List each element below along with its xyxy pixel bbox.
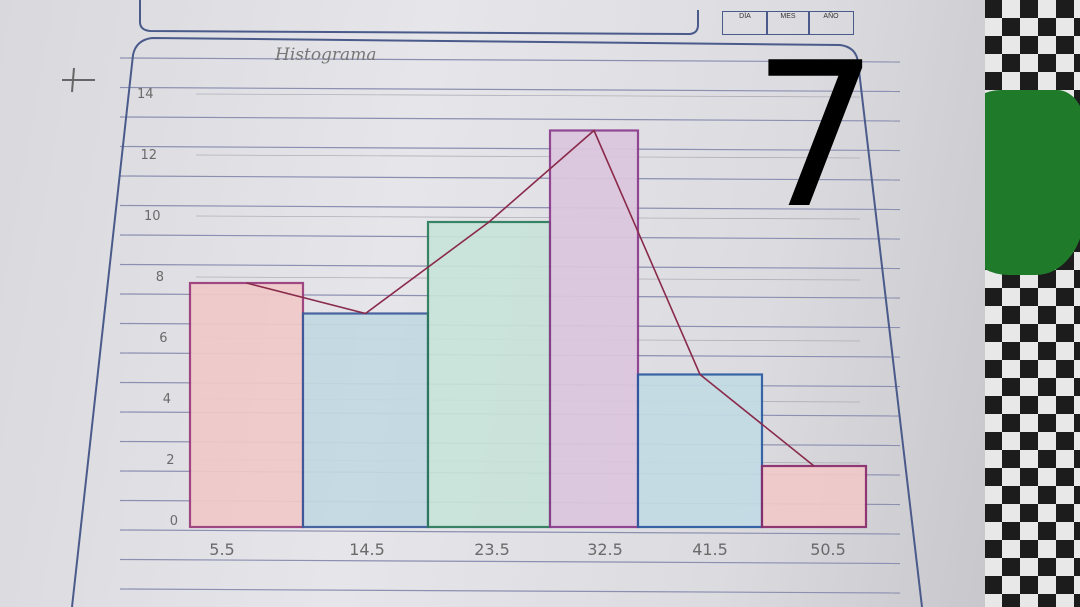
histogram-bar <box>636 373 764 529</box>
ruled-line <box>119 57 901 63</box>
frequency-polygon <box>246 129 815 467</box>
ruled-line <box>119 145 901 152</box>
ruled-line <box>119 588 901 594</box>
y-tick-label: 0 <box>170 514 178 529</box>
x-tick-label: 5.5 <box>209 540 234 559</box>
ruled-line <box>119 86 901 93</box>
histogram-chart: Histograma 0 2 4 6 8 10 12 14 5.5 14.5 23.5 32.5 41… <box>62 0 923 607</box>
date-box-month: MES <box>766 11 810 35</box>
bars <box>188 129 868 529</box>
y-tick-label: 4 <box>163 392 171 407</box>
notebook-page: Histograma 0 2 4 6 8 10 12 14 5.5 14.5 23.5 32.5 41… <box>0 0 985 607</box>
ruled-line <box>119 116 901 122</box>
y-tick-label: 10 <box>144 209 161 224</box>
header-bar <box>139 0 699 36</box>
histogram-bar <box>548 129 640 529</box>
chart-title: Histograma <box>274 45 376 65</box>
x-axis: 5.5 14.5 23.5 32.5 41.5 50.5 <box>209 540 846 559</box>
y-tick-label: 2 <box>166 453 174 468</box>
y-tick-label: 6 <box>159 331 167 346</box>
histogram-bar <box>426 220 552 529</box>
histogram-bar <box>760 464 868 529</box>
ruled-line <box>119 558 901 565</box>
x-tick-label: 14.5 <box>349 540 385 559</box>
y-gridline <box>195 154 861 159</box>
x-tick-label: 41.5 <box>692 540 728 559</box>
x-tick-label: 32.5 <box>587 540 623 559</box>
histogram-bar <box>188 281 305 529</box>
y-gridline <box>195 215 861 220</box>
ruled-line <box>119 529 901 535</box>
y-tick-label: 8 <box>156 270 164 285</box>
date-box-day: DÍA <box>722 11 768 35</box>
ruled-line <box>119 204 901 211</box>
page-frame-border <box>71 36 923 607</box>
y-gridline <box>195 93 861 98</box>
x-tick-label: 23.5 <box>474 540 510 559</box>
y-tick-label: 14 <box>137 87 154 102</box>
histogram-bar <box>301 312 430 529</box>
margin-mark <box>62 67 95 93</box>
ruled-line <box>119 175 901 181</box>
date-box-year: AÑO <box>808 11 854 35</box>
x-tick-label: 50.5 <box>810 540 846 559</box>
frequency-polygon-line <box>246 129 815 467</box>
y-tick-label: 12 <box>140 148 157 163</box>
page-number: 7 <box>752 20 880 253</box>
